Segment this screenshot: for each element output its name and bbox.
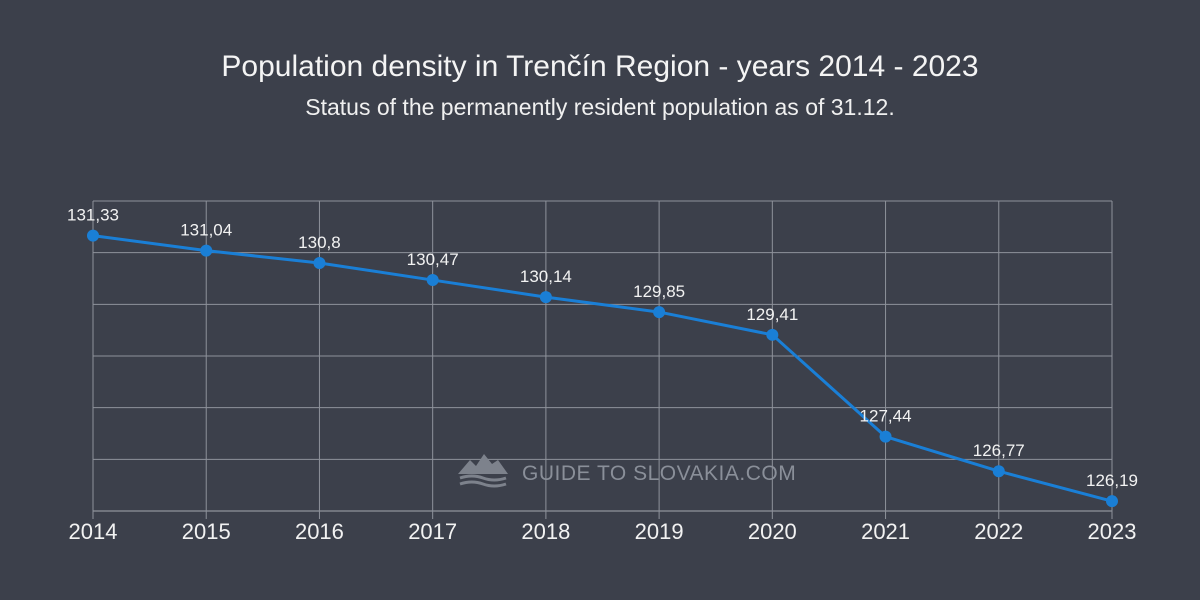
mountain-logo-icon xyxy=(458,454,508,488)
data-label-2015: 131,04 xyxy=(180,221,232,240)
data-point-2015[interactable] xyxy=(200,244,213,257)
x-tick-label-2023: 2023 xyxy=(1088,519,1137,544)
data-point-2020[interactable] xyxy=(766,328,779,341)
data-label-2016: 130,8 xyxy=(298,233,341,252)
watermark: GUIDE TO SLOVAKIA.COM xyxy=(458,454,796,488)
data-point-2019[interactable] xyxy=(653,306,666,319)
x-tick-label-2018: 2018 xyxy=(521,519,570,544)
data-point-2023[interactable] xyxy=(1106,495,1118,508)
x-tick-label-2015: 2015 xyxy=(182,519,231,544)
data-point-2016[interactable] xyxy=(313,257,326,269)
x-tick-label-2014: 2014 xyxy=(69,519,118,544)
watermark-text: GUIDE TO SLOVAKIA.COM xyxy=(522,462,796,485)
data-label-2020: 129,41 xyxy=(746,305,798,324)
data-label-2017: 130,47 xyxy=(407,250,459,269)
series-line xyxy=(92,234,1113,503)
data-point-2021[interactable] xyxy=(879,430,892,443)
data-point-2014[interactable] xyxy=(87,229,99,242)
data-point-2017[interactable] xyxy=(426,274,439,287)
data-label-2014: 131,33 xyxy=(67,206,119,225)
x-tick-label-2016: 2016 xyxy=(295,519,344,544)
chart-title: Population density in Trenčín Region - y… xyxy=(221,50,979,83)
x-tick-label-2022: 2022 xyxy=(974,519,1023,544)
data-label-2019: 129,85 xyxy=(633,282,685,301)
data-label-2018: 130,14 xyxy=(520,267,572,286)
x-tick-label-2017: 2017 xyxy=(408,519,457,544)
chart-subtitle: Status of the permanently resident popul… xyxy=(305,94,895,120)
data-label-2021: 127,44 xyxy=(860,407,912,426)
x-tick-label-2021: 2021 xyxy=(861,519,910,544)
x-tick-label-2020: 2020 xyxy=(748,519,797,544)
data-label-2023: 126,19 xyxy=(1086,471,1138,490)
data-point-2018[interactable] xyxy=(539,291,552,304)
data-label-2022: 126,77 xyxy=(973,441,1025,460)
x-tick-label-2019: 2019 xyxy=(635,519,684,544)
data-point-2022[interactable] xyxy=(992,465,1005,478)
